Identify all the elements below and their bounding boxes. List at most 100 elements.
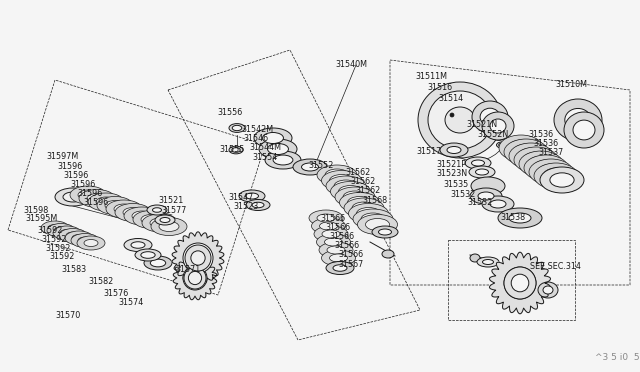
Ellipse shape [534,163,578,189]
Ellipse shape [188,272,202,285]
Text: 31596: 31596 [83,198,108,207]
Ellipse shape [48,224,62,231]
Ellipse shape [335,187,375,207]
Ellipse shape [348,196,371,208]
Ellipse shape [87,193,107,203]
Ellipse shape [159,221,179,231]
Text: 31577: 31577 [161,206,186,215]
Text: 31598: 31598 [23,206,48,215]
Ellipse shape [343,191,367,203]
Ellipse shape [478,192,494,200]
Ellipse shape [314,226,348,242]
Ellipse shape [78,237,92,244]
Ellipse shape [47,224,75,237]
Text: 31566: 31566 [334,241,359,250]
Ellipse shape [239,190,265,202]
Ellipse shape [114,204,134,214]
Text: 31596: 31596 [63,171,88,180]
Ellipse shape [78,190,98,200]
Ellipse shape [317,214,335,222]
Ellipse shape [490,200,506,208]
Text: SEE SEC.314: SEE SEC.314 [530,262,581,271]
Ellipse shape [183,243,213,273]
Text: 31570: 31570 [55,311,80,320]
Ellipse shape [191,251,205,265]
Ellipse shape [533,160,559,176]
Text: 31523N: 31523N [436,169,467,178]
Ellipse shape [509,213,531,223]
Ellipse shape [333,265,347,271]
Ellipse shape [353,209,393,229]
Ellipse shape [232,125,242,131]
Text: 31536: 31536 [528,130,553,139]
Text: 31555: 31555 [219,145,244,154]
Text: 31516: 31516 [427,83,452,92]
Text: 31552N: 31552N [477,130,508,139]
Text: 31521: 31521 [158,196,183,205]
Ellipse shape [59,228,87,243]
Ellipse shape [262,132,284,144]
Ellipse shape [554,99,602,141]
Ellipse shape [79,189,115,208]
Ellipse shape [518,148,544,164]
Ellipse shape [105,201,125,211]
Text: 31596: 31596 [77,189,102,198]
Text: 31521P: 31521P [436,160,466,169]
Ellipse shape [543,286,553,294]
Ellipse shape [358,215,397,234]
Ellipse shape [540,167,584,193]
Ellipse shape [317,234,351,250]
Ellipse shape [472,160,484,166]
Ellipse shape [259,139,297,159]
Ellipse shape [352,202,376,214]
Text: 31583: 31583 [61,265,86,274]
Text: 31538: 31538 [500,213,525,222]
Ellipse shape [470,188,502,204]
Ellipse shape [465,157,491,169]
Ellipse shape [70,186,106,204]
Ellipse shape [573,120,595,140]
Ellipse shape [84,240,98,247]
Ellipse shape [55,188,91,206]
Text: 31592: 31592 [49,252,74,261]
Ellipse shape [529,159,573,185]
Ellipse shape [483,260,493,264]
Ellipse shape [482,112,514,140]
Ellipse shape [317,165,357,185]
Text: 31574: 31574 [118,298,143,307]
Ellipse shape [319,222,337,230]
Ellipse shape [497,142,508,148]
Ellipse shape [508,140,534,156]
Polygon shape [490,252,550,314]
Ellipse shape [365,218,390,231]
Ellipse shape [330,254,348,262]
Ellipse shape [229,146,243,154]
Ellipse shape [326,176,366,196]
Text: 31552: 31552 [308,161,333,170]
Ellipse shape [514,147,558,173]
Ellipse shape [115,203,151,221]
Ellipse shape [147,205,167,215]
Ellipse shape [160,218,170,222]
Ellipse shape [63,192,83,202]
Text: 31566: 31566 [338,250,363,259]
Ellipse shape [254,128,292,148]
Ellipse shape [349,203,388,224]
Ellipse shape [312,218,346,234]
Ellipse shape [265,151,301,169]
Ellipse shape [232,148,240,152]
Ellipse shape [470,254,480,262]
Ellipse shape [428,91,492,149]
Text: 31582: 31582 [88,277,113,286]
Ellipse shape [124,238,152,251]
Ellipse shape [301,163,319,171]
Ellipse shape [524,155,568,181]
Ellipse shape [528,156,554,172]
Ellipse shape [344,198,384,218]
Ellipse shape [150,259,166,267]
Ellipse shape [273,155,293,165]
Ellipse shape [309,210,343,226]
Ellipse shape [133,211,169,228]
Ellipse shape [538,282,558,298]
Polygon shape [173,256,217,300]
